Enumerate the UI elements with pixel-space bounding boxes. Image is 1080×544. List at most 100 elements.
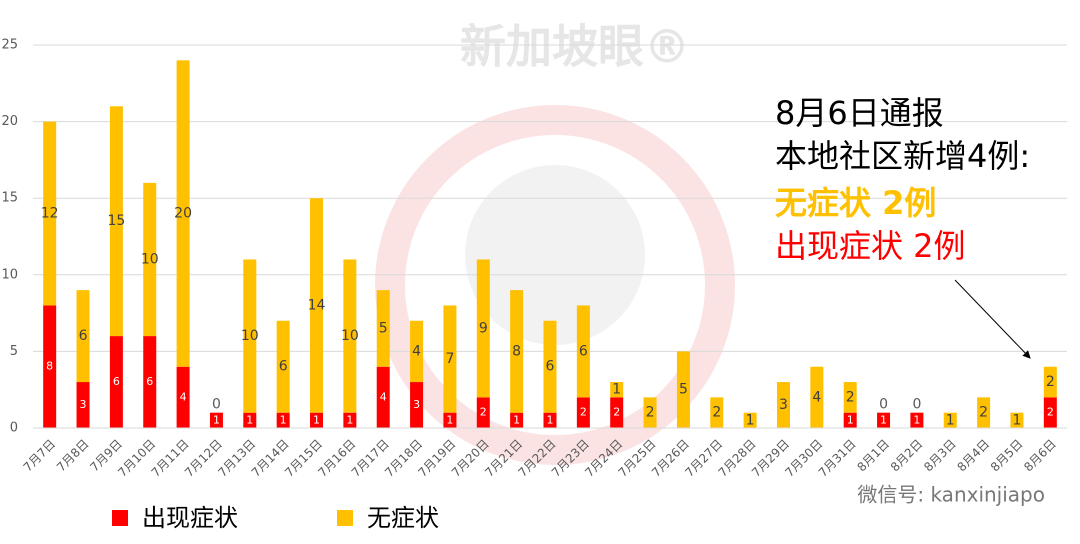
data-label: 1 bbox=[446, 413, 453, 426]
data-label: 2 bbox=[613, 406, 620, 419]
bar-segment bbox=[143, 336, 157, 428]
x-tick-label: 8月6日 bbox=[1021, 437, 1059, 475]
bar-segment bbox=[76, 382, 90, 428]
y-tick-label: 5 bbox=[10, 344, 18, 359]
data-label: 15 bbox=[107, 213, 125, 229]
data-label: 3 bbox=[779, 397, 788, 413]
data-label: 1 bbox=[213, 413, 220, 426]
data-label: 9 bbox=[479, 320, 488, 336]
data-label: 1 bbox=[612, 382, 621, 398]
bar-segment bbox=[1010, 412, 1024, 428]
data-label: 8 bbox=[512, 343, 521, 359]
data-label: 2 bbox=[646, 405, 655, 421]
bar-segment bbox=[810, 366, 824, 428]
data-label: 1 bbox=[280, 413, 287, 426]
bar-segment bbox=[143, 182, 157, 337]
bar-segment bbox=[276, 412, 290, 428]
data-label: 2 bbox=[979, 405, 988, 421]
bar-segment bbox=[343, 259, 357, 413]
bar-segment bbox=[376, 366, 390, 428]
x-tick-label: 8月2日 bbox=[888, 437, 926, 475]
watermark-disc bbox=[465, 165, 645, 345]
bar-segment bbox=[943, 412, 957, 428]
bar-segment bbox=[310, 412, 324, 428]
bar-segment bbox=[376, 290, 390, 367]
data-label: 1 bbox=[246, 413, 253, 426]
data-label: 7 bbox=[445, 351, 454, 367]
bar-segment bbox=[877, 412, 891, 428]
data-label: 10 bbox=[141, 251, 159, 267]
data-label: 20 bbox=[174, 206, 192, 222]
data-label: 2 bbox=[1046, 374, 1055, 390]
bar-segment bbox=[743, 412, 757, 428]
bar-segment bbox=[710, 397, 724, 428]
data-label: 6 bbox=[546, 359, 555, 375]
bar-segment bbox=[610, 397, 624, 428]
y-tick-label: 10 bbox=[1, 267, 18, 282]
data-label: 2 bbox=[480, 406, 487, 419]
bar-segment bbox=[109, 106, 123, 337]
data-label: 3 bbox=[80, 398, 87, 411]
x-tick-label: 8月5日 bbox=[988, 437, 1026, 475]
bar-segment bbox=[610, 382, 624, 398]
data-label: 1 bbox=[746, 412, 755, 428]
data-label: 1 bbox=[346, 413, 353, 426]
data-label: 2 bbox=[846, 389, 855, 405]
bar-segment bbox=[443, 412, 457, 428]
bar-segment bbox=[843, 382, 857, 413]
data-label: 1 bbox=[880, 413, 887, 426]
data-label: 4 bbox=[180, 390, 187, 403]
bar-segment bbox=[576, 305, 590, 398]
bar-segment bbox=[676, 351, 690, 428]
data-label: 3 bbox=[413, 398, 420, 411]
x-tick-label: 8月1日 bbox=[854, 437, 892, 475]
data-label: 0 bbox=[912, 397, 921, 413]
bar-segment bbox=[209, 412, 223, 428]
bar-segment bbox=[343, 412, 357, 428]
data-label: 4 bbox=[412, 343, 421, 359]
bar-segment bbox=[776, 382, 790, 428]
y-tick-label: 15 bbox=[1, 191, 18, 206]
bar-segment bbox=[1043, 366, 1057, 398]
legend-label: 无症状 bbox=[367, 504, 439, 532]
annotation: 无症状 2例 bbox=[775, 184, 936, 222]
annotation-arrow bbox=[954, 279, 1031, 359]
bar-segment bbox=[510, 412, 524, 428]
watermark-ring bbox=[375, 105, 735, 465]
data-label: 2 bbox=[580, 406, 587, 419]
data-label: 6 bbox=[579, 343, 588, 359]
data-label: 1 bbox=[913, 413, 920, 426]
bar-segment bbox=[510, 290, 524, 413]
data-label: 2 bbox=[1047, 406, 1054, 419]
bar-segment bbox=[643, 397, 657, 428]
watermark: 新加坡眼® bbox=[460, 20, 690, 74]
bar-segment bbox=[843, 412, 857, 428]
data-label: 0 bbox=[879, 397, 888, 413]
x-tick-label: 7月31日 bbox=[816, 437, 859, 480]
x-tick-label: 8月4日 bbox=[955, 437, 993, 475]
bar-segment bbox=[43, 121, 57, 306]
x-tick-label: 8月3日 bbox=[921, 437, 959, 475]
y-tick-label: 0 bbox=[10, 421, 18, 436]
bar-segment bbox=[476, 397, 490, 428]
data-label: 14 bbox=[308, 297, 326, 313]
bar-segment bbox=[476, 259, 490, 398]
legend-label: 出现症状 bbox=[142, 504, 238, 532]
y-tick-label: 20 bbox=[1, 114, 18, 129]
x-tick-label: 7月7日 bbox=[21, 437, 59, 475]
data-label: 12 bbox=[41, 206, 59, 222]
wechat-id: 微信号: kanxinjiapo bbox=[857, 483, 1045, 507]
legend-swatch bbox=[112, 510, 128, 526]
data-label: 5 bbox=[379, 320, 388, 336]
bar-segment bbox=[977, 397, 991, 428]
bar-segment bbox=[443, 305, 457, 413]
data-label: 10 bbox=[241, 328, 259, 344]
bar-segment bbox=[176, 60, 190, 367]
data-label: 1 bbox=[946, 412, 955, 428]
bar-segment bbox=[243, 412, 257, 428]
data-label: 8 bbox=[46, 360, 53, 373]
data-label: 10 bbox=[341, 328, 359, 344]
data-label: 1 bbox=[1013, 412, 1022, 428]
data-label: 6 bbox=[79, 328, 88, 344]
